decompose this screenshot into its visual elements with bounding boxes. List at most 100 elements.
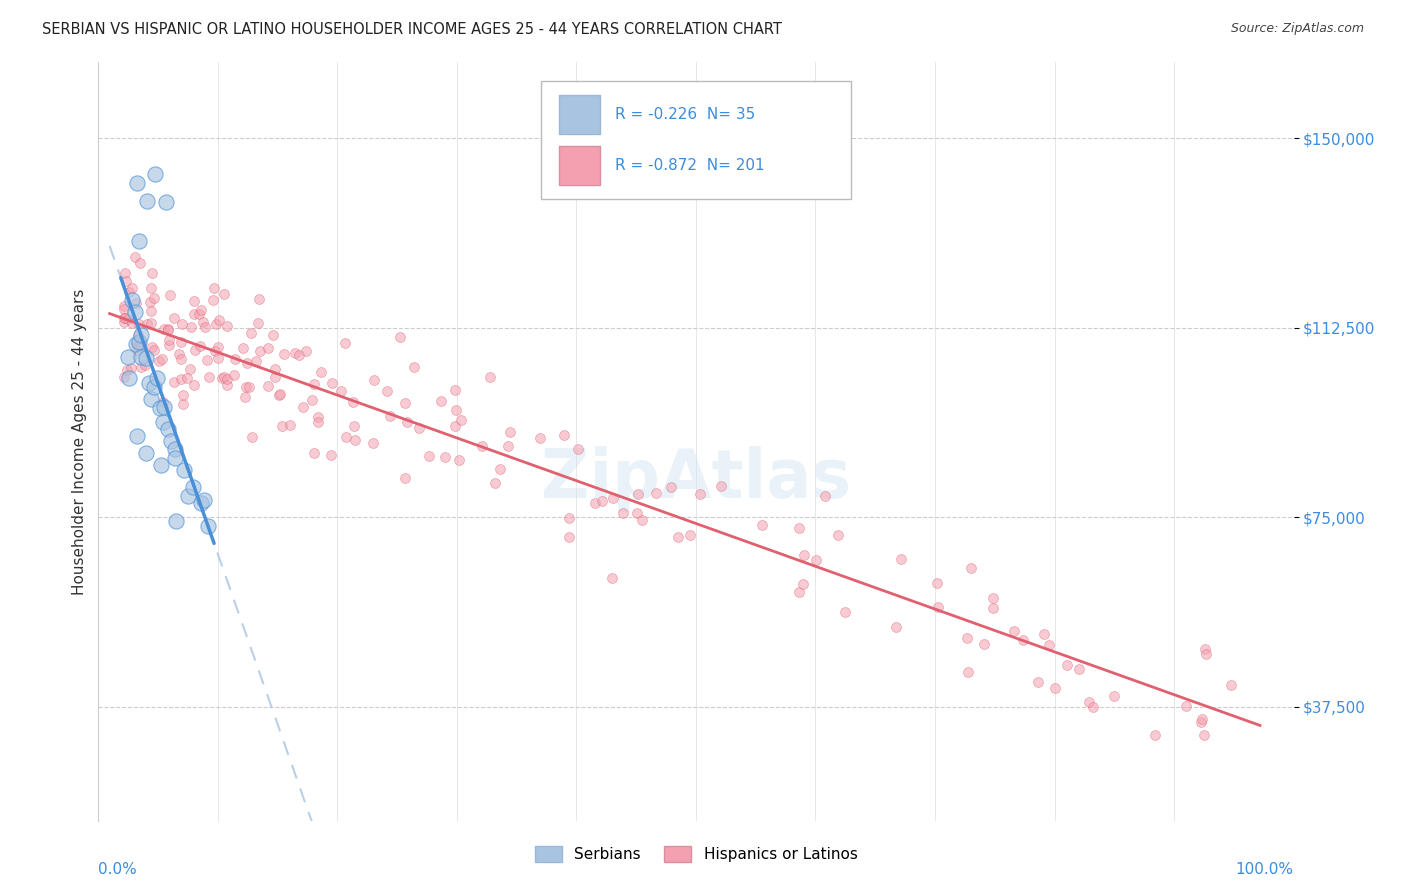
Point xyxy=(125,296,148,310)
Point xyxy=(307,409,329,424)
Point xyxy=(141,340,163,354)
Point xyxy=(396,416,419,430)
Point xyxy=(112,310,135,325)
Point xyxy=(163,451,186,466)
Point xyxy=(1026,674,1049,689)
Point xyxy=(925,576,948,591)
Point xyxy=(120,361,142,376)
Point xyxy=(389,330,412,344)
Point xyxy=(827,527,849,541)
Point xyxy=(249,343,271,358)
Point xyxy=(343,433,366,447)
Point xyxy=(117,351,139,365)
Point xyxy=(751,517,773,532)
Point xyxy=(118,371,141,385)
Text: Source: ZipAtlas.com: Source: ZipAtlas.com xyxy=(1230,22,1364,36)
Point xyxy=(342,394,364,409)
Point xyxy=(1191,712,1213,726)
Point xyxy=(183,293,205,308)
Point xyxy=(157,333,180,347)
Point xyxy=(981,601,1004,615)
Point xyxy=(124,250,146,264)
Point xyxy=(679,527,702,541)
Point xyxy=(170,352,193,367)
Point xyxy=(188,307,211,321)
Point xyxy=(834,605,856,619)
Point xyxy=(124,305,146,319)
Point xyxy=(112,370,135,384)
Point xyxy=(256,378,278,392)
Point xyxy=(631,513,654,527)
Point xyxy=(363,373,385,387)
Point xyxy=(335,430,357,444)
Point xyxy=(927,600,949,615)
Point xyxy=(600,570,623,584)
Point xyxy=(1032,627,1054,641)
Point xyxy=(1194,728,1216,742)
Point xyxy=(205,317,228,331)
Point xyxy=(709,479,731,493)
Point xyxy=(361,435,384,450)
Point xyxy=(190,496,212,510)
Point xyxy=(215,318,238,333)
Point xyxy=(288,348,311,362)
Point xyxy=(444,383,467,397)
Point xyxy=(180,319,202,334)
Point xyxy=(134,359,156,373)
Point xyxy=(125,343,148,358)
Point xyxy=(143,380,166,394)
Point xyxy=(143,291,166,305)
Point xyxy=(125,337,148,351)
Point xyxy=(319,448,342,462)
Point xyxy=(197,519,219,533)
Point xyxy=(170,317,193,331)
Point xyxy=(207,340,229,354)
Point xyxy=(128,337,150,351)
Point xyxy=(284,346,307,360)
Point xyxy=(1144,728,1167,742)
Point xyxy=(498,425,520,439)
Point xyxy=(806,553,828,567)
Point xyxy=(117,311,139,326)
Point xyxy=(321,376,343,390)
Point xyxy=(567,442,589,456)
Point xyxy=(181,480,204,494)
Point xyxy=(138,376,160,390)
Point xyxy=(450,413,472,427)
Point xyxy=(294,343,316,358)
Point xyxy=(429,393,451,408)
Point xyxy=(208,313,231,327)
Point xyxy=(264,362,287,376)
Point xyxy=(207,351,229,366)
Point xyxy=(235,355,257,369)
Point xyxy=(583,496,606,510)
Point xyxy=(112,299,135,313)
Point xyxy=(222,368,245,382)
Point xyxy=(183,307,205,321)
Point xyxy=(204,343,226,358)
Point xyxy=(626,507,648,521)
Point xyxy=(184,343,207,357)
Point xyxy=(271,418,294,433)
Point xyxy=(193,315,215,329)
Point xyxy=(394,396,416,410)
Point xyxy=(129,327,152,342)
Point xyxy=(273,347,295,361)
Point xyxy=(471,439,494,453)
Text: SERBIAN VS HISPANIC OR LATINO HOUSEHOLDER INCOME AGES 25 - 44 YEARS CORRELATION : SERBIAN VS HISPANIC OR LATINO HOUSEHOLDE… xyxy=(42,22,782,37)
Point xyxy=(121,316,143,330)
Point xyxy=(238,380,260,394)
Point xyxy=(666,531,689,545)
Point xyxy=(198,370,221,384)
Point xyxy=(136,317,159,331)
Point xyxy=(1102,690,1125,704)
Point xyxy=(128,334,150,349)
Point xyxy=(153,322,176,336)
Point xyxy=(394,471,416,485)
Point xyxy=(956,665,979,679)
Point xyxy=(163,442,186,456)
Point xyxy=(139,294,162,309)
Point xyxy=(378,409,401,423)
Point xyxy=(267,388,290,402)
Point xyxy=(375,384,398,398)
